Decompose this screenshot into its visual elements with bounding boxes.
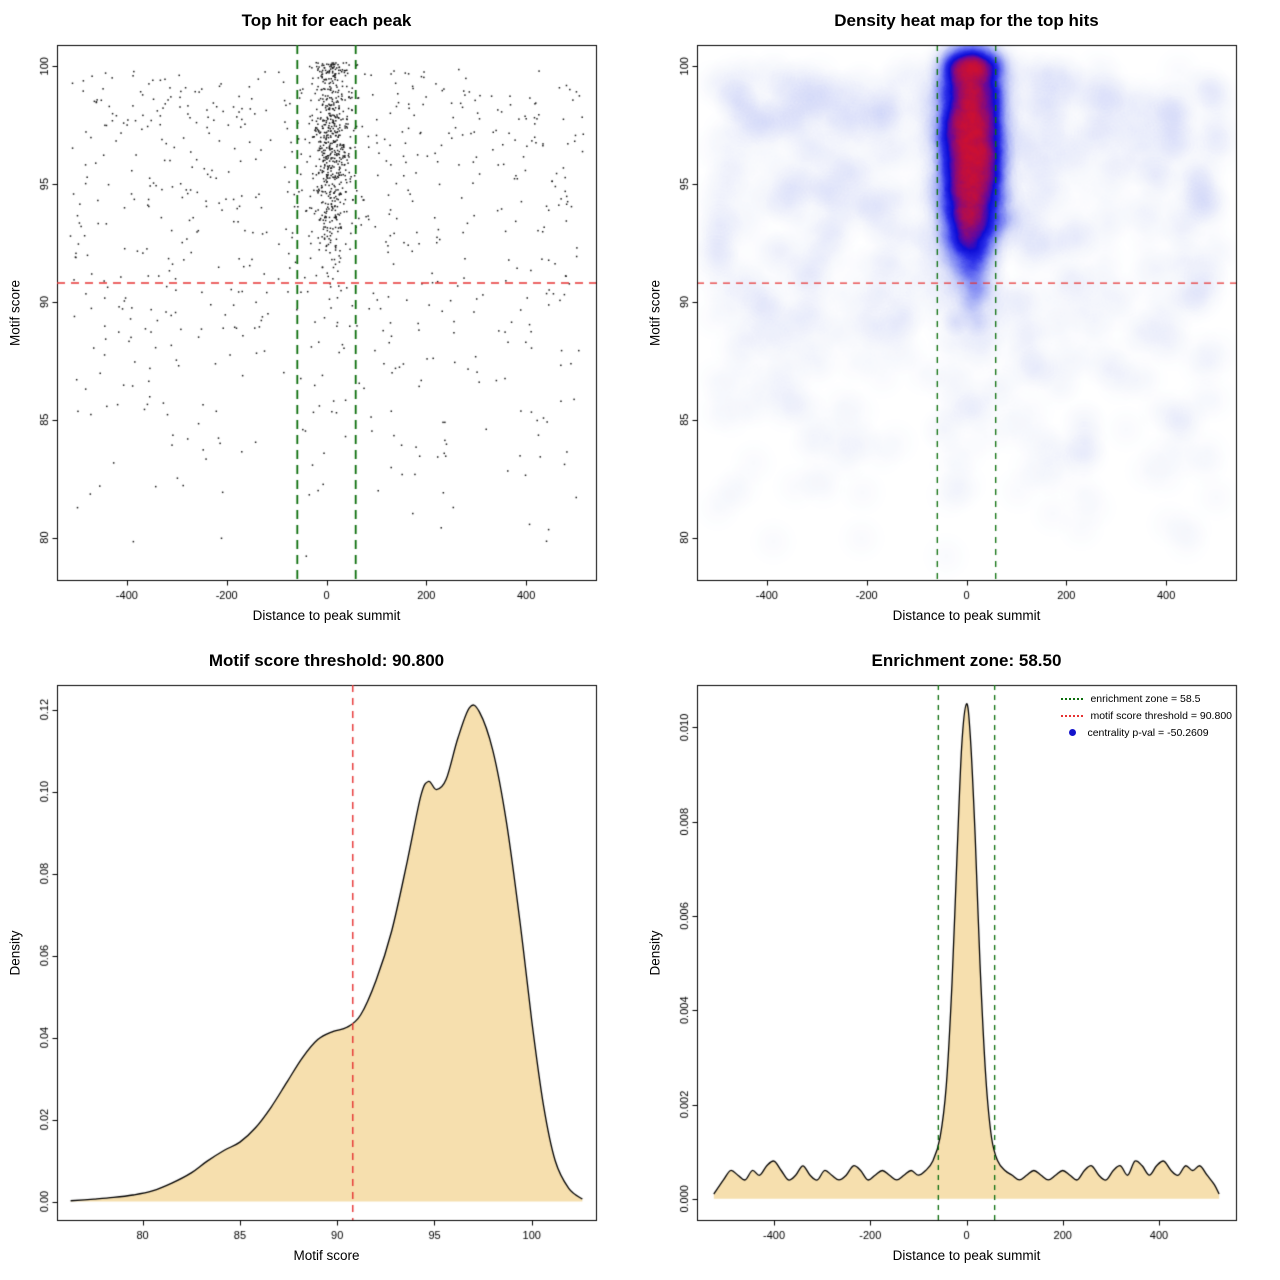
enrichment-zone-line-icon [1061,697,1084,700]
heatmap-canvas [640,0,1280,640]
x-axis-label: Distance to peak summit [892,608,1041,623]
y-axis-label: Density [647,930,663,976]
panel-top-hit-scatter: Top hit for each peak Distance to peak s… [0,0,640,640]
y-axis-label: Motif score [647,279,663,347]
y-axis-label: Motif score [7,279,23,347]
legend-item-motif-score-threshold: motif score threshold = 90.800 [1061,707,1232,724]
panel-motif-score-density: Motif score threshold: 90.800 Motif scor… [0,640,640,1280]
legend-label: enrichment zone = 58.5 [1090,692,1201,705]
legend-item-enrichment-zone: enrichment zone = 58.5 [1061,690,1232,707]
legend: enrichment zone = 58.5 motif score thres… [1061,690,1232,741]
centrality-dot-icon [1069,729,1077,736]
x-axis-label: Distance to peak summit [252,608,401,623]
y-axis-label: Density [7,930,23,976]
legend-label: centrality p-val = -50.2609 [1087,726,1209,739]
panel-distance-density: Enrichment zone: 58.50 Distance to peak … [640,640,1280,1280]
legend-label: motif score threshold = 90.800 [1090,709,1232,722]
chart-title: Motif score threshold: 90.800 [208,651,445,670]
legend-item-centrality-pval: centrality p-val = -50.2609 [1061,724,1232,741]
motif-score-density-canvas [0,640,640,1280]
chart-title: Enrichment zone: 58.50 [871,651,1062,670]
panel-density-heatmap: Density heat map for the top hits Distan… [640,0,1280,640]
scatter-plot-canvas [0,0,640,640]
chart-title: Top hit for each peak [241,11,412,30]
x-axis-label: Motif score [293,1248,360,1263]
chart-title: Density heat map for the top hits [834,11,1099,30]
x-axis-label: Distance to peak summit [892,1248,1041,1263]
distance-density-canvas [640,640,1280,1280]
threshold-line-icon [1061,714,1084,717]
